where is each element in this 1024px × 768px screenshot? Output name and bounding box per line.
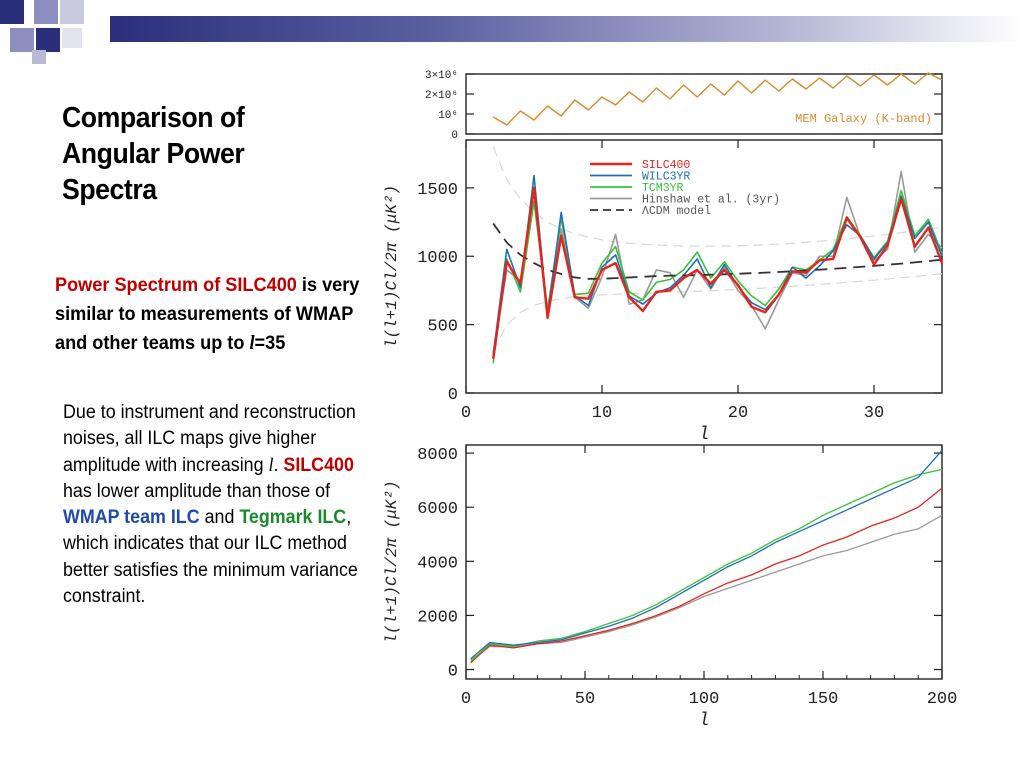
series-line-wilc3yr [470, 449, 943, 660]
x-tick-label: 200 [927, 690, 958, 709]
multipole-symbol: l [249, 333, 255, 354]
description-text: and [199, 507, 240, 529]
title-line: Comparison of [62, 102, 245, 134]
x-tick-label: 50 [575, 690, 595, 709]
y-axis-label: l(l+1)Cl/2π (μK²) [383, 480, 401, 643]
series-line-tcm3yr [470, 468, 943, 662]
description-text: Due to instrument and reconstruction noi… [63, 402, 356, 476]
y-tick-label: 1500 [417, 181, 458, 200]
legend-label-mem-galaxy: MEM Galaxy (K-band) [795, 112, 932, 126]
y-tick-label: 2×10⁶ [425, 90, 458, 102]
y-tick-label: 500 [427, 318, 458, 337]
subtitle-highlight: Power Spectrum of SILC400 [55, 274, 297, 296]
y-tick-label: 4000 [417, 554, 458, 573]
x-tick-label: 0 [461, 404, 471, 423]
y-tick-label: 0 [451, 130, 458, 142]
tegmark-label: Tegmark ILC [239, 507, 347, 529]
legend-label: Hinshaw et al. (3yr) [642, 194, 780, 207]
multipole-symbol: l [268, 454, 274, 476]
header-gradient-bar [110, 16, 1024, 42]
deco-square-dark [36, 28, 60, 52]
x-tick-label: 20 [728, 404, 748, 423]
x-tick-label: 150 [808, 690, 839, 709]
description-text: has lower amplitude than those of [63, 480, 331, 502]
cosmic-variance-band-lower [492, 273, 943, 353]
x-axis-label: l [699, 711, 710, 731]
x-axis-label: l [699, 425, 710, 445]
deco-square-light [10, 28, 34, 52]
subtitle-text: is very similar to measurements of WMAP … [55, 274, 360, 354]
description-text: , which indicates that our ILC method be… [63, 507, 358, 608]
series-line-silc400 [492, 186, 944, 359]
cosmic-variance-band-upper [492, 146, 943, 247]
subtitle: Power Spectrum of SILC400 is very simila… [55, 271, 390, 358]
slide-title: Comparison of Angular Power Spectra [62, 100, 338, 208]
description-paragraph: Due to instrument and reconstruction noi… [63, 400, 364, 610]
plot-frame [465, 73, 943, 135]
x-tick-label: 30 [864, 404, 884, 423]
deco-square-pale [32, 50, 46, 64]
series-line-silc400 [470, 487, 943, 664]
x-tick-label: 100 [689, 690, 720, 709]
description-text: . [273, 454, 284, 476]
y-tick-label: 2000 [417, 608, 458, 627]
x-tick-label: 0 [461, 690, 471, 709]
deco-square-dark [0, 0, 24, 24]
plot-frame [465, 139, 943, 394]
series-line-mem-galaxy-k-band- [492, 72, 943, 126]
deco-square-pale [60, 0, 84, 24]
legend-label: ΛCDM model [642, 205, 711, 218]
low-l-spectrum-panel: 0 500 1000 1500 0 10 20 30 l l(l+1)Cl/2π (μK²) SIL… [383, 139, 944, 445]
legend-label: SILC400 [642, 159, 690, 172]
title-line: Spectra [62, 174, 157, 206]
y-tick-label: 8000 [417, 446, 458, 465]
y-tick-label: 10⁶ [438, 110, 458, 122]
deco-square-light [34, 0, 58, 24]
y-tick-label: 0 [448, 662, 458, 681]
y-axis-label: l(l+1)Cl/2π (μK²) [383, 185, 401, 348]
galaxy-panel: 0 10⁶ 2×10⁶ 3×10⁶ MEM Galaxy (K-band) [425, 70, 943, 142]
y-tick-label: 6000 [417, 500, 458, 519]
title-line: Angular Power [62, 138, 245, 170]
series-line-hinshaw-et-al-3yr- [470, 514, 943, 661]
full-spectrum-panel: 0 2000 4000 6000 8000 0 50 100 150 200 l l(l+1)Cl/2… [383, 444, 958, 731]
silc400-label: SILC400 [283, 454, 354, 476]
subtitle-text: =35 [254, 332, 286, 354]
wmap-label: WMAP team ILC [63, 507, 200, 529]
legend-label: TCM3YR [642, 182, 684, 195]
legend-label: WILC3YR [642, 171, 690, 184]
deco-square-pale [62, 28, 82, 48]
y-tick-label: 1000 [417, 249, 458, 268]
y-tick-label: 0 [448, 386, 458, 405]
x-tick-label: 10 [592, 404, 612, 423]
y-tick-label: 3×10⁶ [425, 70, 458, 82]
